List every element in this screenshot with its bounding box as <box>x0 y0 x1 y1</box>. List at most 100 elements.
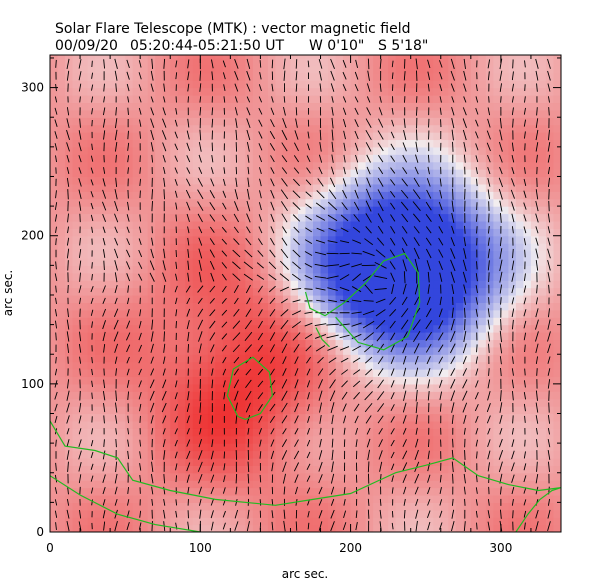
heatmap-cell <box>350 391 359 400</box>
heatmap-cell <box>350 420 359 429</box>
heatmap-cell <box>508 369 517 378</box>
heatmap-cell <box>192 191 201 200</box>
heatmap-cell <box>267 324 277 333</box>
heatmap-cell <box>192 450 201 459</box>
heatmap-cell <box>102 332 111 341</box>
heatmap-cell <box>50 161 59 170</box>
heatmap-cell <box>328 509 337 518</box>
heatmap-cell <box>493 272 502 281</box>
heatmap-cell <box>320 376 329 385</box>
heatmap-cell <box>410 55 419 59</box>
heatmap-cell <box>252 265 262 274</box>
heatmap-cell <box>395 517 404 526</box>
heatmap-cell <box>252 413 262 422</box>
heatmap-cell <box>245 183 254 192</box>
heatmap-cell <box>95 250 104 259</box>
heatmap-cell <box>328 324 337 333</box>
heatmap-cell <box>305 450 314 459</box>
heatmap-cell <box>237 139 246 148</box>
heatmap-cell <box>162 95 171 104</box>
heatmap-cell <box>237 324 246 333</box>
heatmap-cell <box>425 65 434 74</box>
heatmap-cell <box>207 250 216 259</box>
heatmap-cell <box>418 465 427 474</box>
heatmap-cell <box>433 502 442 511</box>
heatmap-cell <box>343 376 352 385</box>
heatmap-cell <box>72 65 81 74</box>
heatmap-cell <box>215 472 224 481</box>
heatmap-cell <box>410 376 419 385</box>
heatmap-cell <box>57 220 66 229</box>
heatmap-cell <box>470 191 479 200</box>
heatmap-cell <box>87 265 96 274</box>
field-vector <box>103 167 106 174</box>
heatmap-cell <box>410 65 419 74</box>
heatmap-cell <box>87 524 96 532</box>
heatmap-cell <box>530 465 540 474</box>
heatmap-cell <box>102 287 111 296</box>
heatmap-cell <box>140 191 149 200</box>
heatmap-cell <box>485 494 494 503</box>
heatmap-cell <box>155 280 164 289</box>
heatmap-cell <box>177 354 186 363</box>
heatmap-cell <box>290 183 299 192</box>
heatmap-cell <box>65 124 74 133</box>
heatmap-cell <box>478 524 487 532</box>
heatmap-cell <box>237 124 246 133</box>
heatmap-cell <box>132 369 141 378</box>
heatmap-cell <box>80 154 89 163</box>
heatmap-cell <box>222 339 231 348</box>
field-vector <box>186 450 191 460</box>
heatmap-cell <box>297 95 307 104</box>
heatmap-cell <box>395 354 404 363</box>
heatmap-cell <box>185 265 194 274</box>
heatmap-cell <box>523 494 532 503</box>
heatmap-cell <box>102 383 111 392</box>
heatmap-cell <box>117 154 126 163</box>
heatmap-cell <box>313 228 322 237</box>
heatmap-cell <box>515 272 525 281</box>
heatmap-cell <box>545 413 555 422</box>
heatmap-cell <box>72 509 81 518</box>
heatmap-cell <box>297 272 307 281</box>
heatmap-cell <box>448 102 457 111</box>
heatmap-cell <box>523 361 532 370</box>
heatmap-cell <box>538 124 547 133</box>
heatmap-cell <box>290 339 299 348</box>
heatmap-cell <box>485 332 494 341</box>
heatmap-cell <box>57 346 66 355</box>
heatmap-cell <box>530 324 540 333</box>
heatmap-cell <box>305 443 314 452</box>
heatmap-cell <box>478 420 487 429</box>
heatmap-cell <box>207 302 216 311</box>
heatmap-cell <box>313 65 322 74</box>
heatmap-cell <box>297 154 307 163</box>
heatmap-cell <box>260 346 269 355</box>
heatmap-cell <box>275 109 284 118</box>
heatmap-cell <box>282 183 292 192</box>
heatmap-cell <box>538 72 547 81</box>
heatmap-cell <box>297 243 307 252</box>
field-vector <box>210 344 215 353</box>
heatmap-cell <box>320 346 329 355</box>
heatmap-cell <box>290 509 299 518</box>
heatmap-cell <box>290 494 299 503</box>
heatmap-cell <box>297 317 307 326</box>
heatmap-cell <box>102 198 111 207</box>
heatmap-cell <box>515 198 525 207</box>
heatmap-cell <box>388 450 397 459</box>
heatmap-cell <box>237 294 246 303</box>
heatmap-cell <box>155 317 164 326</box>
heatmap-cell <box>170 176 179 185</box>
heatmap-cell <box>553 472 561 481</box>
heatmap-cell <box>403 65 412 74</box>
heatmap-cell <box>110 161 119 170</box>
heatmap-cell <box>245 369 254 378</box>
heatmap-cell <box>125 413 134 422</box>
heatmap-cell <box>192 235 201 244</box>
heatmap-cell <box>553 509 561 518</box>
heatmap-cell <box>252 243 262 252</box>
heatmap-cell <box>365 95 374 104</box>
heatmap-cell <box>463 87 472 96</box>
heatmap-cell <box>538 413 547 422</box>
